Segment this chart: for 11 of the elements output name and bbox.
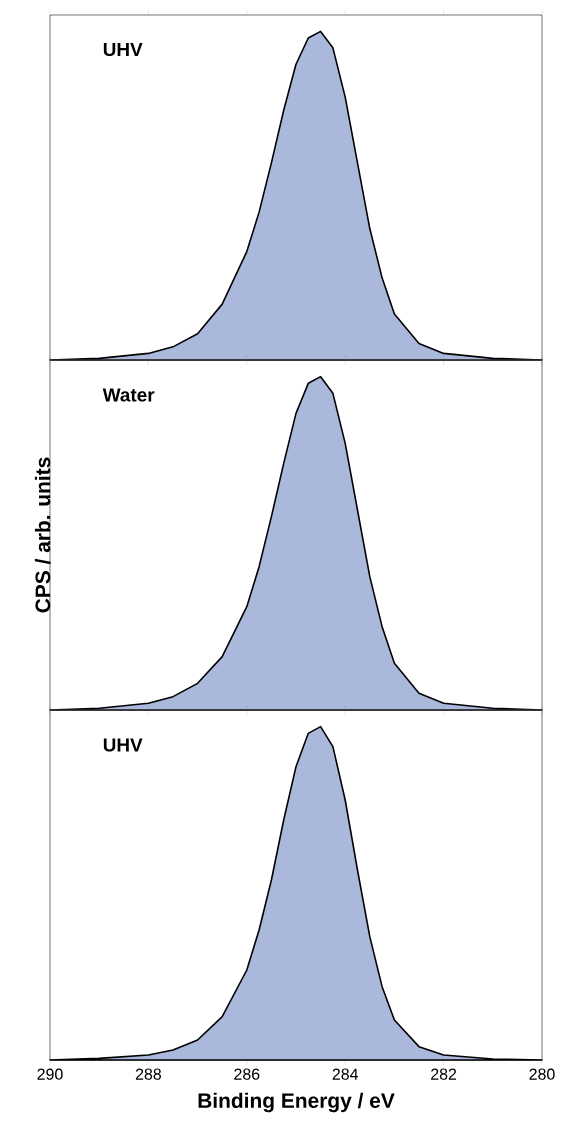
- annotation: UHV: [103, 738, 143, 752]
- x-tick-label: 280: [529, 1068, 555, 1080]
- x-tick-label: 288: [135, 1068, 161, 1080]
- x-tick-label: 284: [332, 1068, 359, 1080]
- x-tick-label: 286: [234, 1068, 260, 1080]
- x-axis-title: Binding Energy / eV: [198, 1092, 395, 1113]
- x-tick-label: 282: [431, 1068, 457, 1080]
- y-axis-title: CPS / arb. units: [34, 457, 51, 613]
- x-tick-label: 290: [37, 1068, 63, 1080]
- annotation: Water: [102, 388, 155, 402]
- annotation: UHV: [103, 42, 143, 57]
